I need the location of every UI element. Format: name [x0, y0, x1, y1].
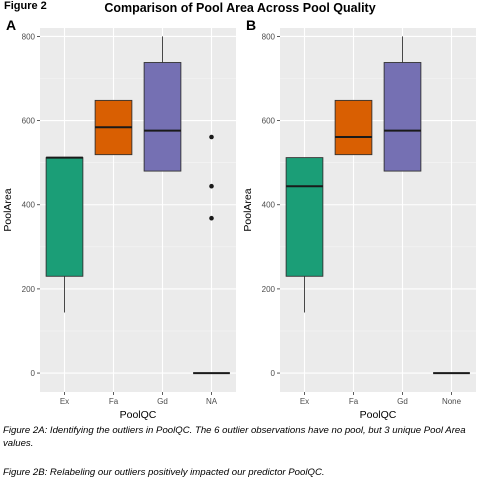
y-tick-label: 400: [22, 201, 36, 210]
y-tick-label: 200: [22, 285, 36, 294]
panel-a: 0 200 400 600 800 Ex Fa Gd NA PoolQC PoolArea: [2, 28, 236, 421]
y-tick-label: 200: [262, 285, 276, 294]
box-ex: [286, 158, 323, 277]
x-tick-label: Fa: [109, 397, 119, 406]
box-ex: [46, 158, 83, 277]
caption-2a: Figure 2A: Identifying the outliers in P…: [3, 424, 473, 450]
y-axis-title: PoolArea: [242, 188, 254, 231]
y-tick-label: 800: [262, 32, 276, 41]
y-tick-label: 600: [22, 117, 36, 126]
x-tick-label: Ex: [300, 397, 309, 406]
y-tick-label: 0: [31, 369, 36, 378]
outlier-point: [209, 135, 214, 140]
x-axis-title: PoolQC: [360, 409, 397, 421]
x-tick-label: NA: [206, 397, 218, 406]
caption-2b: Figure 2B: Relabeling our outliers posit…: [3, 466, 473, 479]
x-tick-label: Gd: [157, 397, 168, 406]
panel-b: 0 200 400 600 800 Ex Fa Gd None PoolQC PoolArea: [242, 28, 476, 421]
box-gd: [384, 63, 421, 172]
outlier-point: [209, 216, 214, 221]
y-tick-label: 800: [22, 32, 36, 41]
x-tick-label: Fa: [349, 397, 359, 406]
y-tick-label: 0: [271, 369, 276, 378]
x-tick-label: Gd: [397, 397, 408, 406]
y-tick-label: 600: [262, 117, 276, 126]
box-gd: [144, 63, 181, 172]
y-axis-title: PoolArea: [2, 188, 14, 231]
outlier-point: [209, 184, 214, 189]
x-axis-title: PoolQC: [120, 409, 157, 421]
x-tick-label: Ex: [60, 397, 69, 406]
y-tick-label: 400: [262, 201, 276, 210]
box-fa: [335, 100, 372, 154]
x-tick-label: None: [442, 397, 462, 406]
